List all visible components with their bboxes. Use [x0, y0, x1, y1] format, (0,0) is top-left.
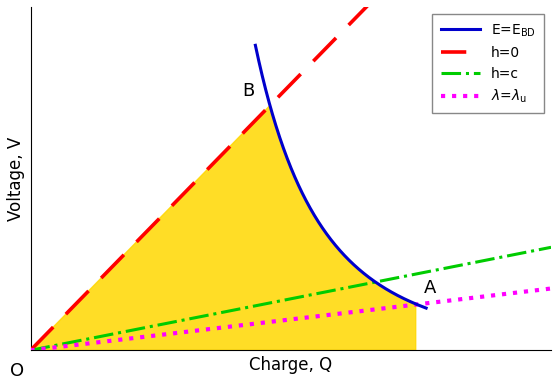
- Polygon shape: [31, 106, 416, 350]
- X-axis label: Charge, Q: Charge, Q: [249, 356, 333, 374]
- Y-axis label: Voltage, V: Voltage, V: [7, 136, 25, 221]
- Text: A: A: [424, 279, 436, 297]
- Text: O: O: [11, 362, 25, 380]
- Legend: E=E$_{\rm BD}$, h=0, h=c, $\lambda$=$\lambda_{\rm u}$: E=E$_{\rm BD}$, h=0, h=c, $\lambda$=$\la…: [432, 14, 544, 113]
- Text: B: B: [242, 82, 254, 100]
